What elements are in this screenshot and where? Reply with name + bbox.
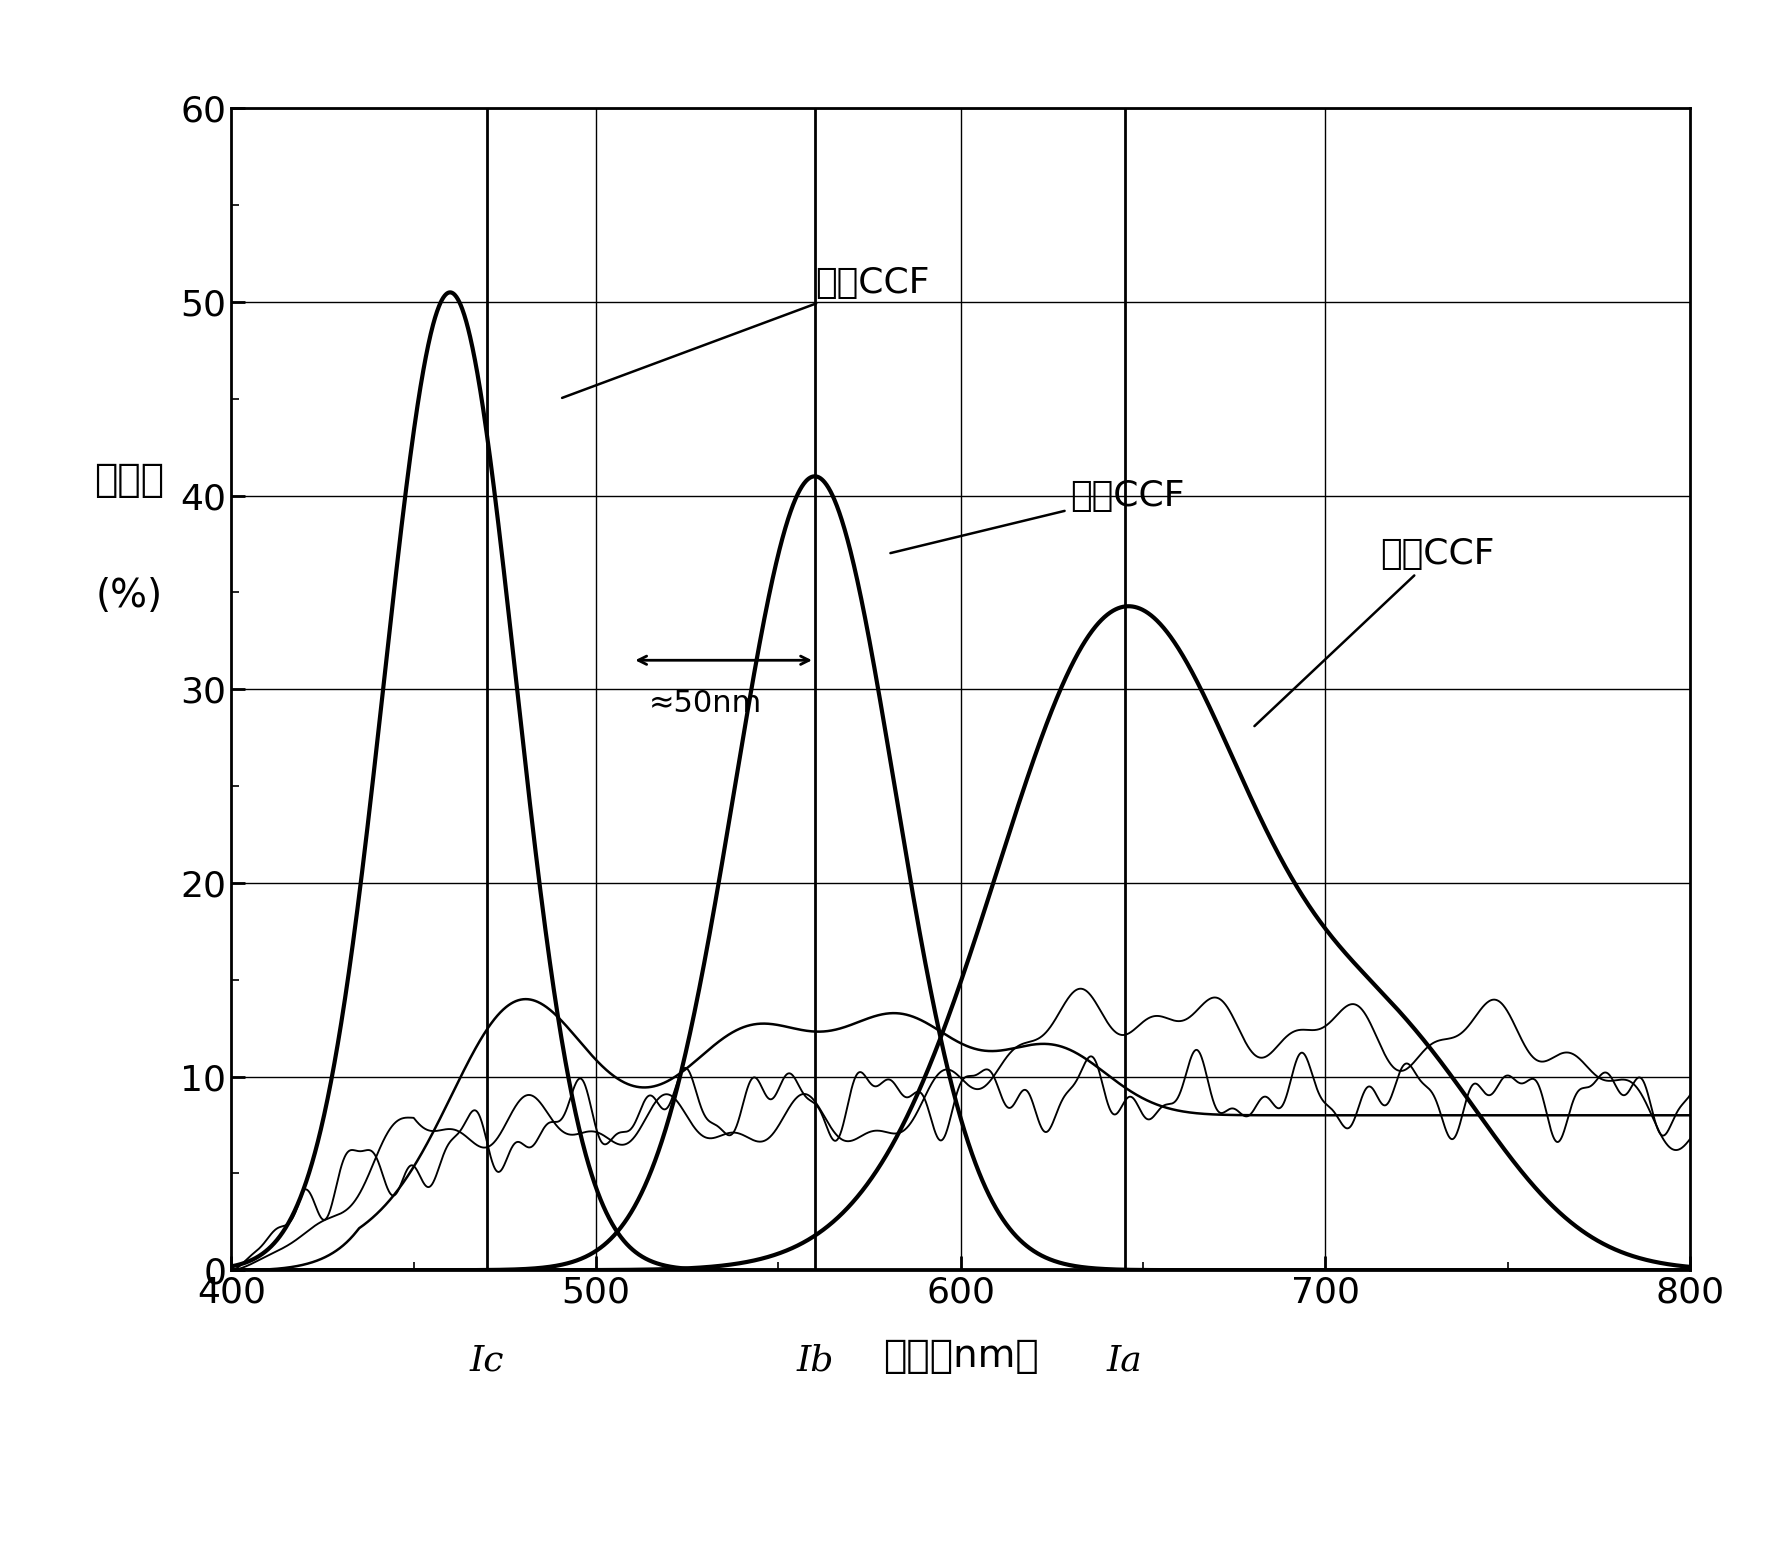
Text: 反射率: 反射率 xyxy=(94,462,164,499)
Text: 红色CCF: 红色CCF xyxy=(1254,538,1494,726)
Text: 蓝色CCF: 蓝色CCF xyxy=(562,266,929,398)
Text: Ib: Ib xyxy=(795,1343,834,1377)
Text: 绿色CCF: 绿色CCF xyxy=(891,479,1185,553)
Text: Ic: Ic xyxy=(470,1343,503,1377)
Text: ≈50nm: ≈50nm xyxy=(649,689,761,719)
Text: (%): (%) xyxy=(96,578,162,615)
X-axis label: 波长（nm）: 波长（nm） xyxy=(882,1337,1039,1376)
Text: Ia: Ia xyxy=(1107,1343,1142,1377)
